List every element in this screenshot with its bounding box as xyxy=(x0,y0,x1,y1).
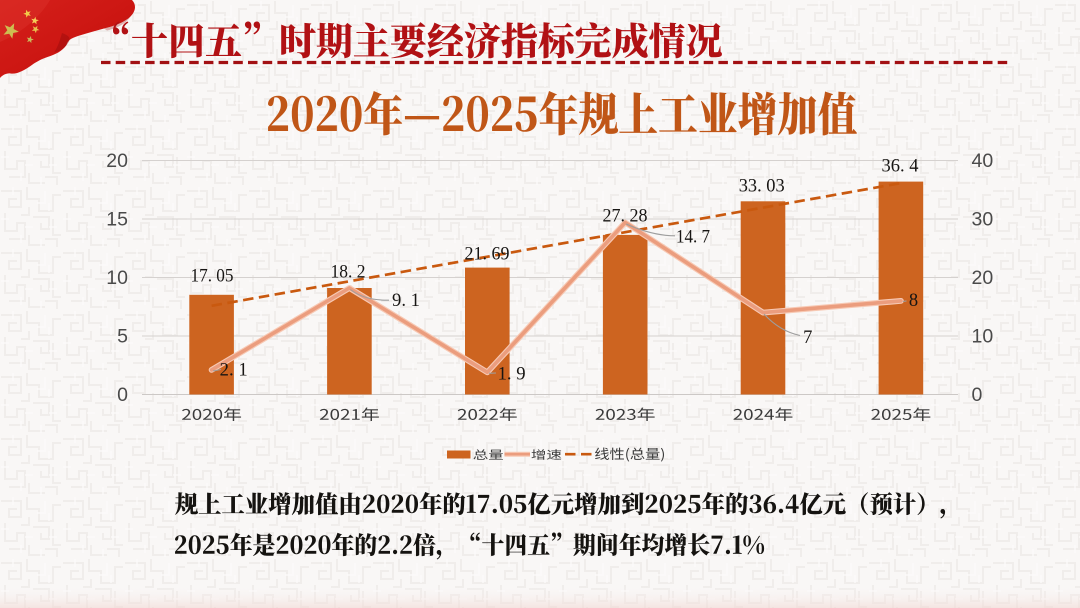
svg-text:27. 28: 27. 28 xyxy=(603,207,648,227)
svg-text:8: 8 xyxy=(909,291,918,311)
svg-text:17. 05: 17. 05 xyxy=(191,267,234,287)
svg-text:5: 5 xyxy=(117,326,128,348)
svg-text:36. 4: 36. 4 xyxy=(882,157,919,177)
svg-text:0: 0 xyxy=(972,384,983,406)
svg-text:40: 40 xyxy=(972,150,994,172)
svg-text:7: 7 xyxy=(803,328,812,348)
svg-text:30: 30 xyxy=(972,209,994,231)
svg-text:0: 0 xyxy=(117,384,128,406)
svg-text:21. 69: 21. 69 xyxy=(465,245,510,265)
svg-text:1. 9: 1. 9 xyxy=(498,365,526,385)
svg-text:10: 10 xyxy=(106,267,128,289)
svg-text:14. 7: 14. 7 xyxy=(676,228,710,248)
svg-text:15: 15 xyxy=(106,209,128,231)
svg-text:18. 2: 18. 2 xyxy=(331,263,366,283)
svg-text:2. 1: 2. 1 xyxy=(220,361,248,381)
svg-text:33. 03: 33. 03 xyxy=(739,177,785,197)
svg-text:9. 1: 9. 1 xyxy=(392,291,420,311)
svg-text:20: 20 xyxy=(972,267,994,289)
svg-text:10: 10 xyxy=(972,326,994,348)
svg-text:20: 20 xyxy=(106,150,128,172)
